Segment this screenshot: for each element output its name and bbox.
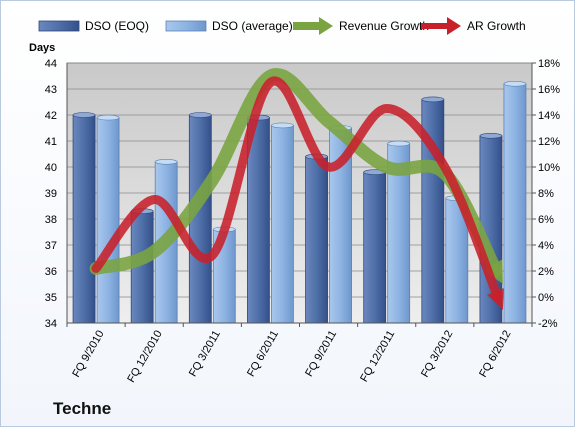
bar-top — [421, 96, 445, 103]
legend-label: AR Growth — [467, 19, 526, 33]
bar — [96, 117, 120, 324]
y-tick-label: 41 — [45, 136, 57, 148]
bar-top — [189, 112, 212, 118]
bars-layer — [72, 81, 527, 324]
y-tick-label: 44 — [45, 58, 57, 70]
y-tick-label: 37 — [45, 240, 57, 252]
legend-label: Revenue Growth — [339, 19, 429, 33]
legend: DSO (EOQ) DSO (average) Revenue Growth AR G… — [38, 17, 526, 35]
legend-arrowhead — [319, 17, 333, 35]
y2-tick-label: 0% — [538, 292, 554, 304]
bar-top — [72, 112, 96, 118]
legend-label: DSO (EOQ) — [85, 19, 149, 33]
x-tick-label: FQ 6/2012 — [477, 329, 513, 380]
y-tick-label: 38 — [45, 214, 57, 226]
bar-top — [479, 133, 503, 139]
y-tick-label: 34 — [45, 318, 57, 330]
y2-tick-label: -2% — [538, 318, 558, 330]
y-tick-label: 36 — [45, 266, 57, 278]
y2-tick-label: 10% — [538, 162, 560, 174]
y2-tick-label: 16% — [538, 84, 560, 96]
y2-tick-label: 14% — [538, 110, 560, 122]
y-tick-label: 42 — [45, 110, 57, 122]
y-axis-title: Days — [29, 42, 55, 54]
bar-top — [503, 81, 527, 87]
y2-tick-label: 12% — [538, 136, 560, 148]
y2-tick-label: 4% — [538, 240, 554, 252]
series-line — [91, 76, 503, 302]
x-tick-label: FQ 12/2010 — [125, 329, 164, 385]
lines-layer — [89, 68, 504, 310]
bar — [305, 156, 328, 324]
legend-swatch — [38, 20, 80, 32]
legend-label: DSO (average) — [212, 19, 293, 33]
y2-tick-label: 6% — [538, 214, 554, 226]
x-tick-label: FQ 12/2011 — [358, 329, 397, 385]
x-tick-label: FQ 9/2011 — [303, 329, 339, 379]
y-tick-label: 43 — [45, 84, 57, 96]
y-tick-label: 39 — [45, 188, 57, 200]
bar — [363, 171, 387, 324]
y2-tick-label: 8% — [538, 188, 554, 200]
legend-arrowhead — [447, 17, 461, 35]
bar — [72, 114, 96, 324]
bar — [503, 83, 527, 324]
y2-tick-label: 18% — [538, 58, 560, 70]
x-tick-label: FQ 3/2011 — [187, 329, 223, 379]
bar-top — [96, 114, 120, 121]
x-axis: FQ 9/2010 FQ 12/2010 FQ 3/2011 FQ 6/2011 FQ … — [66, 322, 533, 385]
right-axis: -2% 0% 2% 4% 6% 8% 10% 12% 14% 16% 18% — [531, 58, 560, 330]
series-arrowhead — [487, 288, 504, 310]
bar-top — [271, 122, 294, 129]
left-axis: 34 35 36 37 38 39 40 41 42 43 44 — [45, 58, 68, 330]
bar-top — [387, 140, 410, 147]
y-tick-label: 40 — [45, 162, 57, 174]
x-tick-label: FQ 3/2012 — [419, 329, 455, 380]
y-tick-label: 35 — [45, 292, 57, 304]
legend-swatch — [165, 20, 207, 32]
bar — [271, 125, 294, 324]
company-name: Techne — [53, 399, 112, 418]
x-tick-label: FQ 6/2011 — [245, 329, 281, 379]
y2-tick-label: 2% — [538, 266, 554, 278]
x-tick-label: FQ 9/2010 — [70, 329, 106, 380]
bar-top — [154, 159, 178, 165]
